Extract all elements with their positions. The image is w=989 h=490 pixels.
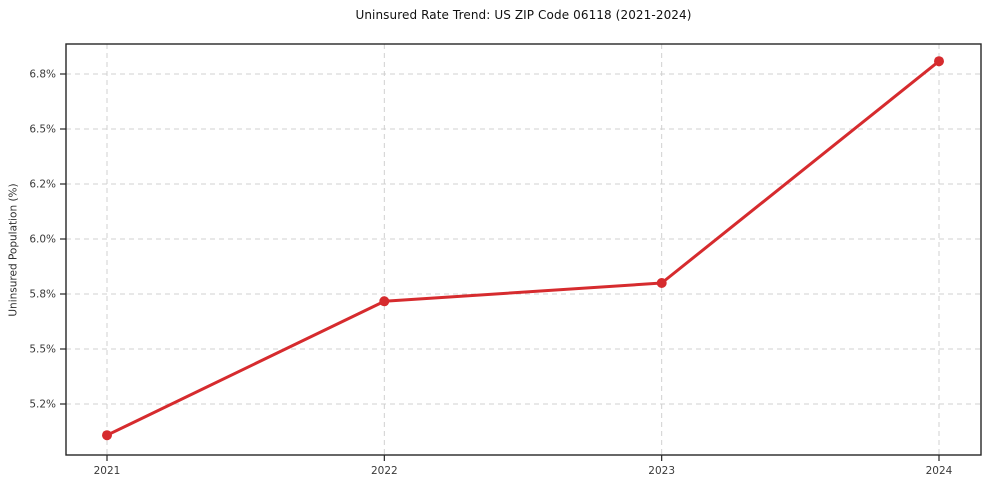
x-tick-label: 2021 [94, 465, 121, 477]
y-tick-label: 6.5% [29, 124, 56, 136]
data-point [102, 430, 112, 441]
data-point [656, 278, 667, 288]
y-tick-label: 5.5% [29, 344, 56, 356]
x-tick-label: 2023 [648, 465, 675, 477]
trend-line [105, 59, 941, 437]
data-point [934, 56, 944, 67]
data-point [379, 296, 390, 307]
plot-border [65, 43, 982, 456]
y-tick-label: 5.2% [29, 399, 56, 411]
x-tick-label: 2022 [371, 465, 398, 477]
x-tick-label: 2024 [926, 465, 953, 477]
y-tick-label: 5.8% [29, 289, 56, 301]
y-tick-label: 6.0% [29, 234, 56, 246]
chart-title: Uninsured Rate Trend: US ZIP Code 06118 … [355, 8, 692, 22]
y-tick-label: 6.2% [29, 179, 56, 191]
y-tick-label: 6.8% [29, 69, 56, 81]
